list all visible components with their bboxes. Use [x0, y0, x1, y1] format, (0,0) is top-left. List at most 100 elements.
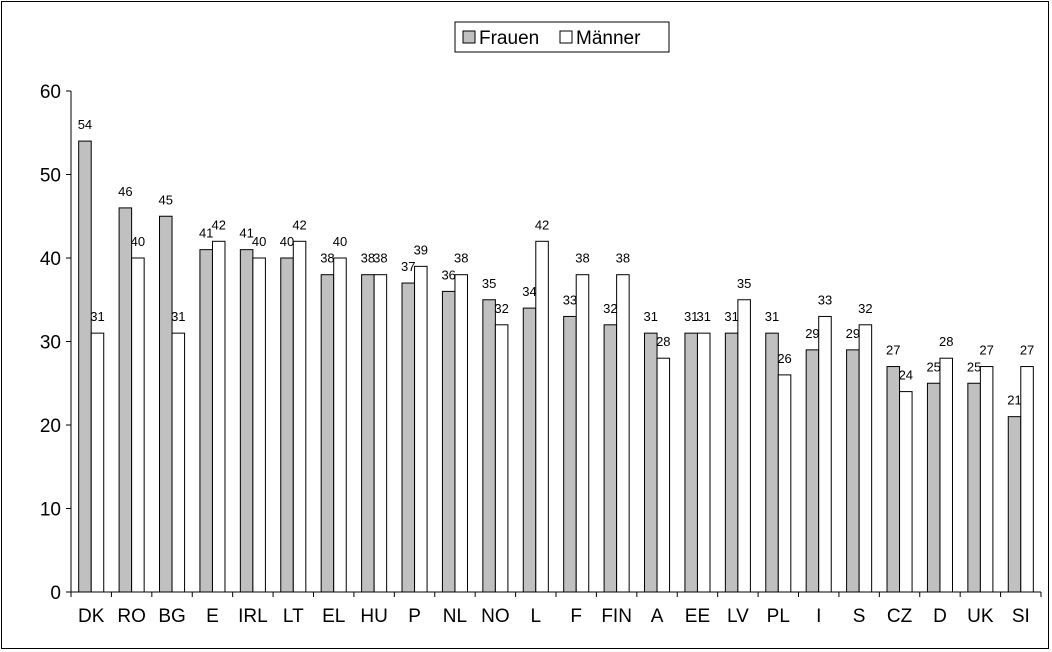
y-tick-label: 40	[40, 249, 61, 270]
data-label-frauen: 35	[482, 276, 496, 291]
data-label-maenner: 27	[1020, 343, 1034, 358]
bar-frauen	[1007, 416, 1022, 593]
data-label-frauen: 36	[441, 267, 455, 282]
bar-maenner	[1020, 366, 1034, 593]
data-label-frauen: 34	[522, 284, 536, 299]
x-tick-label: CZ	[887, 606, 913, 627]
y-tick-label: 20	[40, 416, 61, 437]
x-tick-label: P	[408, 606, 421, 627]
bar-frauen	[805, 349, 820, 593]
bar-frauen	[78, 140, 92, 593]
data-label-frauen: 32	[603, 301, 617, 316]
plot-area: 0102030405060DK5431RO4640BG4531E4142IRL4…	[40, 82, 1042, 627]
data-label-maenner: 32	[494, 301, 508, 316]
legend-label-maenner: Männer	[576, 28, 641, 49]
bar-maenner	[131, 257, 145, 593]
y-tick-label: 10	[40, 500, 61, 521]
x-tick-label: BG	[158, 606, 185, 627]
legend-swatch-frauen	[462, 30, 476, 44]
bar-maenner	[777, 374, 792, 593]
data-label-frauen: 41	[199, 226, 213, 241]
data-label-frauen: 31	[724, 309, 738, 324]
data-label-maenner: 31	[171, 309, 185, 324]
bar-frauen	[644, 332, 658, 593]
legend: Frauen Männer	[454, 21, 670, 53]
data-label-frauen: 41	[239, 226, 253, 241]
bar-maenner	[252, 257, 266, 593]
y-tick-label: 60	[40, 82, 61, 103]
bar-maenner	[979, 366, 994, 593]
bar-maenner	[292, 240, 307, 593]
data-label-maenner: 31	[90, 309, 104, 324]
x-tick-label: NL	[443, 606, 467, 627]
bar-maenner	[454, 274, 468, 593]
data-label-frauen: 38	[320, 251, 334, 266]
data-label-maenner: 28	[939, 334, 953, 349]
data-label-frauen: 46	[118, 184, 132, 199]
bar-frauen	[926, 382, 941, 593]
bar-maenner	[211, 240, 226, 593]
data-label-frauen: 25	[926, 359, 940, 374]
bar-frauen	[724, 332, 739, 593]
bar-frauen	[239, 249, 254, 593]
x-tick-label: LV	[727, 606, 749, 627]
x-tick-label: PL	[767, 606, 790, 627]
data-label-frauen: 27	[886, 343, 900, 358]
data-label-maenner: 39	[414, 242, 428, 257]
x-tick-label: SI	[1012, 606, 1030, 627]
x-tick-label: FIN	[601, 606, 632, 627]
bar-maenner	[737, 299, 751, 593]
x-tick-label: F	[570, 606, 582, 627]
bar-frauen	[159, 215, 173, 593]
bar-maenner	[899, 391, 913, 593]
data-label-frauen: 29	[846, 326, 860, 341]
bar-frauen	[320, 274, 335, 593]
data-label-maenner: 42	[292, 217, 306, 232]
data-label-maenner: 38	[616, 251, 630, 266]
y-tick-label: 50	[40, 166, 61, 187]
x-tick-label: LT	[283, 606, 304, 627]
data-label-maenner: 35	[737, 276, 751, 291]
bar-frauen	[441, 290, 456, 593]
bar-frauen	[846, 349, 860, 593]
bar-maenner	[333, 257, 347, 593]
x-tick-label: DK	[78, 606, 105, 627]
data-label-maenner: 27	[979, 343, 993, 358]
data-label-frauen: 29	[805, 326, 819, 341]
data-label-frauen: 25	[967, 359, 981, 374]
x-tick-label: UK	[967, 606, 994, 627]
bar-maenner	[414, 265, 428, 593]
x-tick-label: EL	[322, 606, 345, 627]
x-tick-label: RO	[117, 606, 146, 627]
data-label-maenner: 40	[131, 234, 145, 249]
data-label-frauen: 33	[563, 292, 577, 307]
data-label-frauen: 54	[78, 117, 92, 132]
data-label-maenner: 42	[535, 217, 549, 232]
x-tick-label: EE	[685, 606, 710, 627]
data-label-frauen: 31	[765, 309, 779, 324]
x-tick-label: I	[816, 606, 821, 627]
data-label-maenner: 38	[373, 251, 387, 266]
bar-maenner	[696, 332, 711, 593]
bar-frauen	[563, 315, 577, 593]
data-label-maenner: 26	[777, 351, 791, 366]
x-tick-label: IRL	[238, 606, 268, 627]
bar-frauen	[199, 249, 213, 593]
bar-frauen	[603, 324, 618, 593]
bar-maenner	[494, 324, 509, 593]
data-label-frauen: 45	[159, 192, 173, 207]
data-label-maenner: 40	[252, 234, 266, 249]
data-label-maenner: 38	[575, 251, 589, 266]
data-label-frauen: 37	[401, 259, 415, 274]
bar-maenner	[535, 240, 549, 593]
y-tick-label: 0	[50, 583, 61, 604]
data-label-maenner: 40	[333, 234, 347, 249]
bar-maenner	[373, 274, 388, 593]
bar-maenner	[90, 332, 105, 593]
x-tick-label: L	[531, 606, 542, 627]
data-label-frauen: 31	[684, 309, 698, 324]
bar-maenner	[656, 357, 671, 593]
bar-frauen	[280, 257, 294, 593]
bar-maenner	[575, 274, 590, 593]
data-label-maenner: 32	[858, 301, 872, 316]
